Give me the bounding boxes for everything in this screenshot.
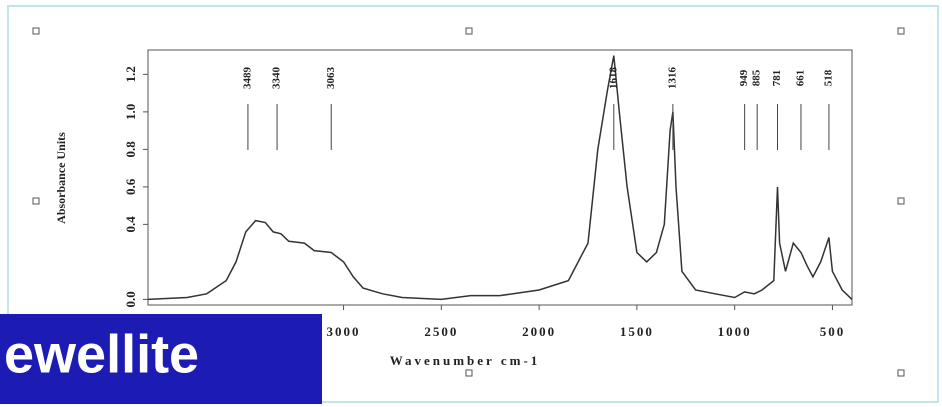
banner-box [0,314,322,404]
peak-label: 1316 [666,67,678,90]
y-axis-label: Absorbance Units [54,132,68,224]
y-tick-label: 1.2 [123,66,138,82]
peak-label: 518 [822,69,834,86]
plot-frame [147,49,853,306]
y-tick-label: 0.4 [123,216,138,233]
peak-label: 3489 [241,67,253,90]
handles [32,27,905,377]
x-tick-label: 2500 [424,324,458,339]
y-tick-label: 0.0 [123,291,138,307]
spectrum-line [147,55,853,301]
x-axis-label: Wavenumber cm-1 [390,353,541,368]
banner-text: ewellite [4,324,199,384]
peak-label: 1618 [607,67,619,90]
peak-label: 949 [738,69,750,86]
x-tick-label: 3000 [327,324,361,339]
x-tick-label: 1500 [620,324,654,339]
peak-label: 661 [794,70,806,87]
x-tick-label: 1000 [718,324,752,339]
peak-label: 3340 [271,67,283,90]
x-tick-label: 500 [820,324,846,339]
y-tick-label: 0.8 [123,141,138,158]
peak-label: 3063 [325,67,337,90]
peak-label: 781 [771,70,783,87]
peak-label: 885 [751,69,763,86]
y-tick-label: 0.6 [123,178,138,195]
y-tick-label: 1.0 [123,104,138,120]
x-tick-label: 2000 [522,324,556,339]
